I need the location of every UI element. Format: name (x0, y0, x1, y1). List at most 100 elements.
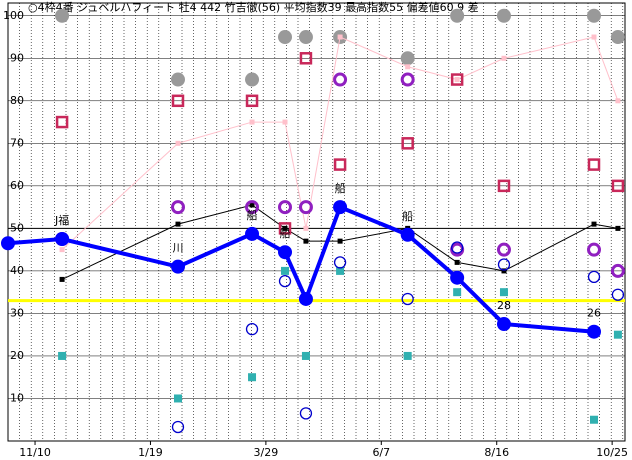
point (248, 373, 257, 382)
point (245, 200, 260, 215)
point (278, 274, 292, 288)
point (587, 324, 602, 339)
point (497, 179, 511, 193)
point (450, 241, 464, 254)
y-tick-label: 100 (3, 9, 24, 22)
y-tick-label: 90 (10, 51, 24, 64)
point (333, 200, 348, 215)
point (171, 420, 185, 434)
point (303, 238, 309, 244)
point (245, 323, 259, 336)
point (282, 225, 288, 231)
point (610, 30, 625, 45)
point (175, 140, 181, 146)
point (278, 30, 293, 45)
y-tick-label: 80 (10, 94, 24, 107)
point (400, 227, 415, 242)
point (590, 415, 599, 424)
point (298, 30, 313, 45)
point (336, 266, 345, 275)
point (55, 115, 69, 129)
point-label: J福 (54, 213, 69, 227)
point (611, 179, 625, 193)
point (405, 64, 411, 70)
point (245, 72, 260, 87)
point (587, 158, 601, 171)
point (282, 119, 288, 125)
point (401, 137, 414, 150)
point (501, 268, 507, 274)
point (587, 242, 602, 257)
x-tick-label: 11/10 (19, 446, 51, 459)
chart-title: ○4枠4番 ジュベルハフィート 牡4 442 竹吉徹(56) 平均指数39 最高… (28, 0, 479, 14)
point (59, 247, 65, 253)
point (55, 232, 70, 247)
point (591, 34, 597, 40)
point (615, 225, 621, 231)
point (303, 225, 309, 231)
y-tick-label: 70 (10, 136, 24, 149)
point (403, 351, 412, 360)
point (58, 351, 67, 360)
point (281, 266, 290, 275)
point (591, 221, 597, 227)
point (278, 200, 293, 215)
point (333, 72, 348, 87)
point-label: 船 (247, 208, 258, 222)
point (278, 245, 293, 260)
x-tick-label: 8/16 (484, 446, 509, 459)
point (613, 330, 622, 339)
y-tick-label: 20 (10, 349, 24, 362)
point-label: 28 (497, 299, 511, 312)
y-tick-label: 60 (10, 179, 24, 192)
point (496, 8, 511, 23)
point (499, 288, 508, 297)
point (454, 259, 460, 265)
point (170, 200, 185, 215)
point (587, 270, 601, 284)
point (278, 222, 292, 235)
point (497, 258, 511, 271)
x-tick-label: 10/25 (596, 446, 628, 459)
x-tick-label: 6/7 (372, 446, 390, 459)
plot-frame (7, 2, 626, 442)
point (611, 288, 625, 301)
point (333, 256, 347, 269)
point (501, 55, 507, 61)
point (496, 317, 511, 332)
point (298, 291, 313, 306)
x-tick-label: 1/19 (138, 446, 163, 459)
point (245, 94, 259, 108)
point-label: 船 (280, 226, 291, 240)
point (610, 263, 625, 278)
point (170, 259, 185, 274)
point (170, 72, 185, 87)
y-tick-label: 40 (10, 264, 24, 277)
point (171, 94, 185, 108)
point (1, 236, 15, 251)
point (333, 158, 347, 171)
point-label: 川 (172, 242, 183, 255)
point (55, 8, 70, 23)
point (175, 221, 181, 227)
point (337, 238, 343, 244)
point (59, 276, 65, 282)
point (587, 8, 602, 23)
point (453, 288, 462, 297)
point (298, 200, 313, 215)
y-tick-label: 30 (10, 306, 24, 319)
point (337, 34, 343, 40)
point (299, 52, 313, 65)
point-label: 26 (587, 307, 601, 320)
point (400, 72, 415, 87)
point (173, 394, 182, 403)
point (401, 292, 414, 306)
point-label: 船 (335, 181, 346, 195)
point (450, 8, 465, 23)
point (249, 202, 255, 208)
point (400, 51, 415, 66)
point (301, 351, 310, 360)
y-tick-label: 10 (10, 391, 24, 404)
point (615, 98, 621, 104)
